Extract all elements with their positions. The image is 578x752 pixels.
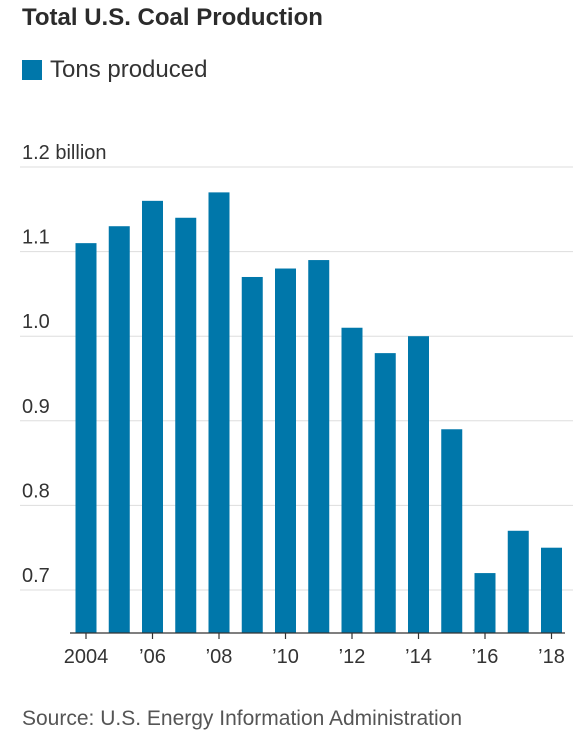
x-tick-label: ’08	[206, 646, 233, 668]
bar	[142, 200, 163, 633]
legend-swatch	[22, 60, 42, 80]
y-tick-label: 1.0	[22, 311, 50, 333]
bar	[541, 547, 562, 633]
x-tick-label: ’10	[272, 646, 299, 668]
y-tick-label: 0.9	[22, 396, 50, 418]
bar	[374, 353, 396, 633]
y-tick-label: 1.1	[22, 227, 50, 249]
bar	[308, 260, 330, 633]
bar	[241, 276, 263, 633]
bar	[507, 530, 529, 633]
bar	[275, 268, 296, 633]
bar	[441, 429, 463, 633]
chart-title: Total U.S. Coal Production	[22, 4, 323, 31]
bar	[108, 226, 130, 633]
bar	[208, 192, 230, 633]
x-tick-label: 2004	[64, 646, 109, 668]
bar-chart: 0.7 0.8 0.9 1.0 1.1 1.2 billion 2004 ’06 ’08 ’10 ’…	[20, 142, 573, 668]
bar	[175, 217, 197, 633]
legend-label: Tons produced	[50, 56, 208, 83]
bar	[75, 243, 97, 633]
y-tick-label: 0.8	[22, 480, 50, 502]
x-tick-label: ’06	[139, 646, 166, 668]
legend: Tons produced	[22, 56, 207, 84]
y-tick-label: 1.2 billion	[22, 142, 107, 164]
y-tick-label: 0.7	[22, 565, 50, 587]
source-note: Source: U.S. Energy Information Administ…	[22, 707, 463, 730]
bar	[408, 336, 429, 633]
x-tick-label: ’12	[339, 646, 366, 668]
x-tick-label: ’14	[405, 646, 432, 668]
bar	[474, 573, 496, 633]
x-tick-label: ’18	[538, 646, 565, 668]
bar	[341, 327, 363, 633]
x-tick-label: ’16	[472, 646, 499, 668]
